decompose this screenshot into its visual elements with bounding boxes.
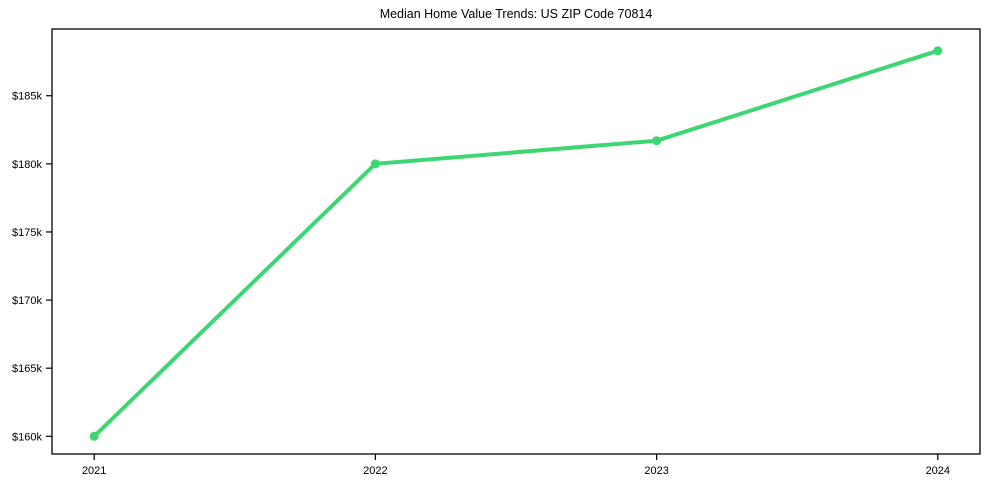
y-tick-label: $160k: [12, 431, 42, 443]
y-tick-label: $180k: [12, 159, 42, 171]
data-point-marker: [89, 431, 99, 441]
x-tick-label: 2024: [926, 465, 950, 477]
y-tick-label: $185k: [12, 91, 42, 103]
data-point-marker: [370, 159, 380, 169]
y-tick-label: $170k: [12, 295, 42, 307]
trend-line: [92, 48, 940, 439]
y-tick-label: $175k: [12, 227, 42, 239]
x-tick-label: 2022: [363, 465, 387, 477]
data-point-marker: [652, 136, 662, 146]
plot-border: [51, 28, 981, 455]
y-tick-label: $165k: [12, 363, 42, 375]
chart-title: Median Home Value Trends: US ZIP Code 70…: [379, 7, 653, 21]
data-point-marker: [933, 46, 943, 56]
x-tick-label: 2021: [82, 465, 106, 477]
x-tick-label: 2023: [644, 465, 668, 477]
